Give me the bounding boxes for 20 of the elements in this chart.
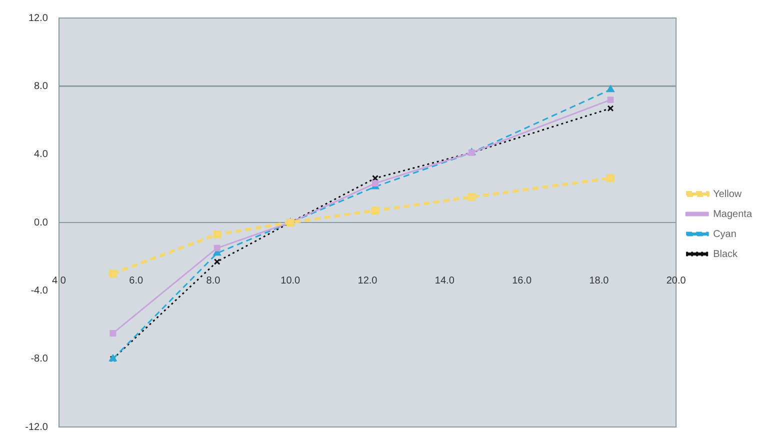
y-tick-label: -12.0 — [25, 422, 48, 433]
y-tick-label: 0.0 — [34, 217, 48, 228]
x-tick-label: 8.0 — [206, 275, 221, 286]
y-tick-label: -4.0 — [30, 285, 48, 296]
x-tick-label: 18.0 — [589, 275, 610, 286]
x-tick-label: 16.0 — [512, 275, 532, 286]
y-tick-label: 12.0 — [28, 12, 48, 24]
y-tick-label: -8.0 — [30, 354, 48, 365]
y-tick-label: 4.0 — [34, 149, 48, 160]
x-tick-label: 10.0 — [280, 275, 301, 286]
legend-label: Yellow — [713, 188, 742, 200]
legend-label: Black — [713, 248, 739, 260]
legend-label: Cyan — [713, 228, 736, 240]
x-tick-label: 12.0 — [358, 275, 378, 286]
x-tick-label: 4.0 — [52, 275, 66, 286]
x-tick-label: 6.0 — [129, 275, 144, 286]
x-tick-label: 20.0 — [666, 275, 686, 286]
legend-label: Magenta — [713, 208, 752, 220]
x-tick-label: 14.0 — [434, 275, 455, 286]
y-tick-label: 8.0 — [34, 80, 48, 92]
